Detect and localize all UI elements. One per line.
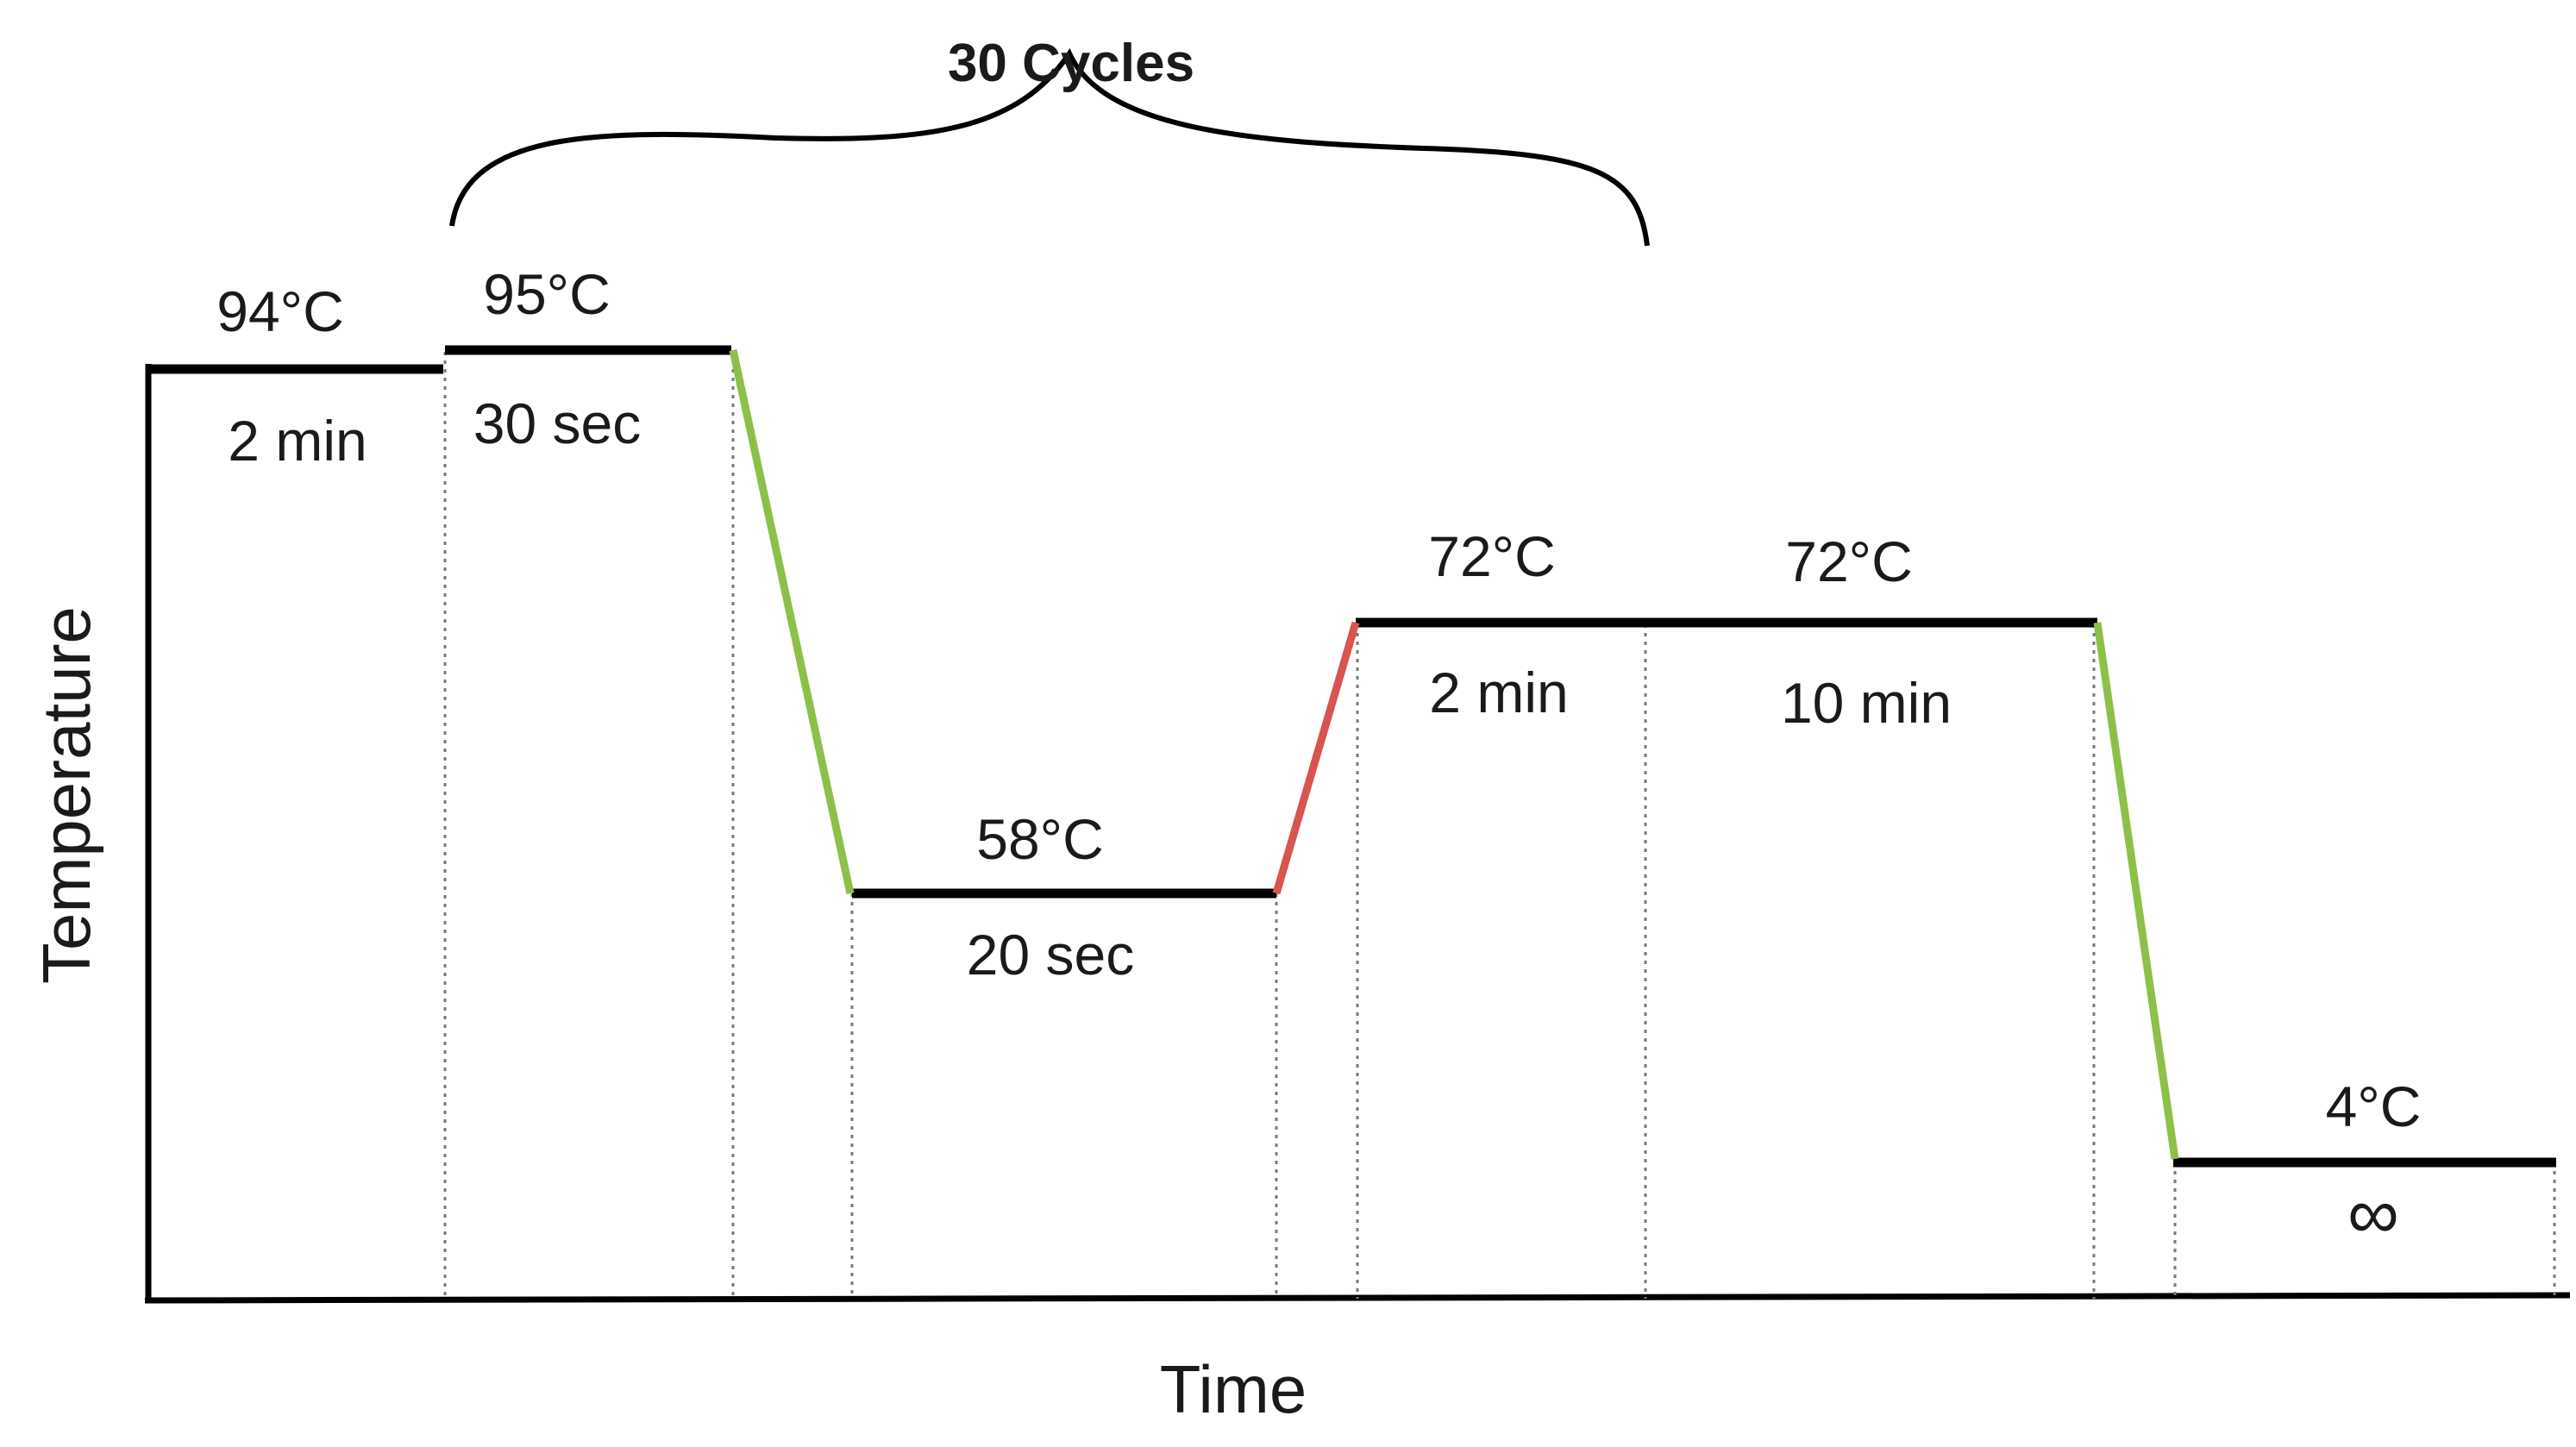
step-temperature-label: 58°C <box>976 807 1103 871</box>
cycles-label: 30 Cycles <box>948 34 1194 93</box>
cooling-ramp-extend-to-hold <box>2093 622 2179 1160</box>
cycles-brace <box>449 47 1650 247</box>
step-temperature-label: 72°C <box>1785 529 1912 593</box>
step-duration-label: 2 min <box>1429 661 1568 724</box>
step-temperature-label: 94°C <box>216 279 343 343</box>
step-duration-label: 20 sec <box>967 923 1134 987</box>
x-axis-label: Time <box>1160 1351 1307 1427</box>
step-dividers <box>443 352 2556 1299</box>
cooling-ramp-denature-to-anneal <box>729 349 855 894</box>
step-duration-label: ∞ <box>2347 1173 2399 1254</box>
step-temperature-label: 95°C <box>483 262 610 326</box>
step-duration-label: 10 min <box>1781 671 1952 735</box>
step-temperature-label: 72°C <box>1428 524 1555 588</box>
y-axis-label: Temperature <box>28 606 104 984</box>
heating-ramp-anneal-to-extend <box>1272 621 1360 895</box>
step-duration-label: 30 sec <box>473 392 641 455</box>
step-duration-label: 2 min <box>228 409 367 473</box>
step-temperature-label: 4°C <box>2326 1074 2422 1138</box>
plateaus <box>150 345 2556 1168</box>
